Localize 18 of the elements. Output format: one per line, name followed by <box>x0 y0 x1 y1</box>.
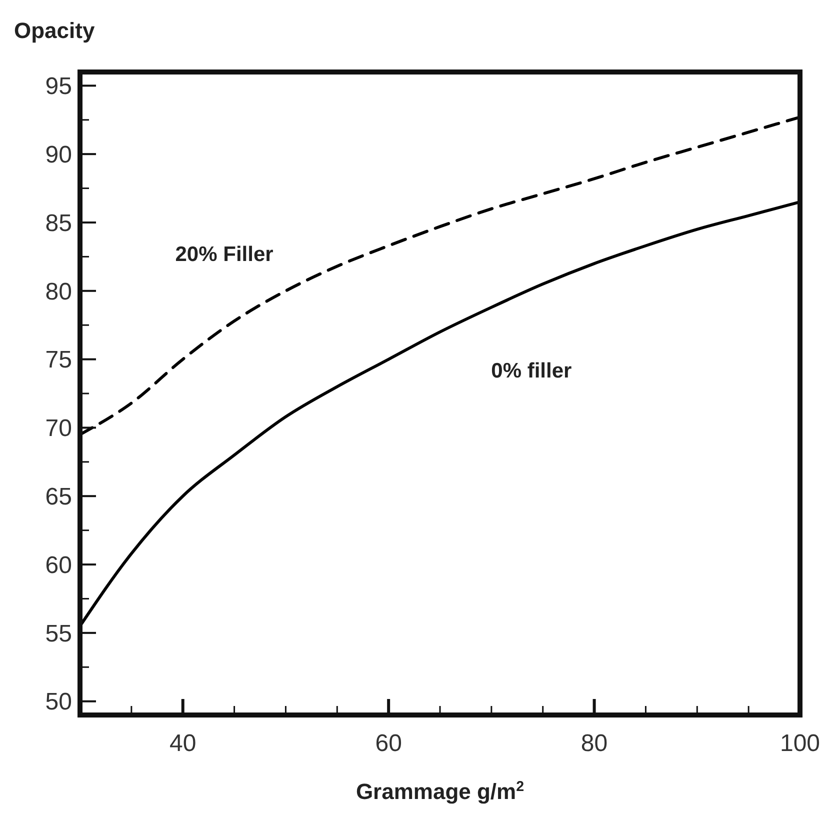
y-tick-label: 80 <box>45 278 72 306</box>
y-tick-label: 70 <box>45 415 72 442</box>
y-axis-title: Opacity <box>14 18 96 43</box>
y-tick-label: 60 <box>45 552 72 579</box>
series-label: 20% Filler <box>175 242 274 266</box>
y-tick-label: 55 <box>45 620 72 648</box>
y-tick-label: 50 <box>45 688 72 716</box>
y-tick-label: 95 <box>45 73 72 100</box>
y-tick-label: 75 <box>45 346 72 374</box>
text: 0% filler <box>491 359 572 382</box>
y-tick-label: 90 <box>45 141 72 168</box>
x-tick-label: 80 <box>580 730 608 757</box>
x-axis-title: Grammage g/m$^{2}$ <box>356 779 524 804</box>
x-tick-label: 100 <box>780 730 820 757</box>
x-tick-label: 60 <box>375 730 402 757</box>
y-tick-label: 85 <box>45 210 72 237</box>
y-tick-label: 65 <box>45 484 72 511</box>
x-tick-label: 40 <box>170 730 196 757</box>
